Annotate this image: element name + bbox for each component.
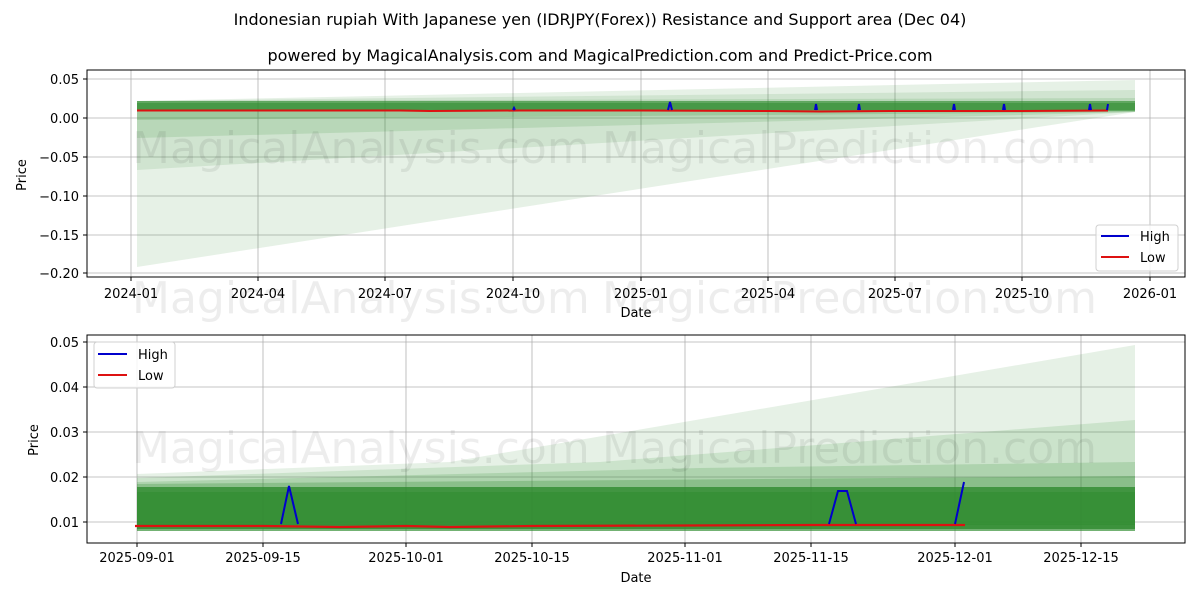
watermark-magicalanalysis: MagicalAnalysis.com <box>132 423 590 474</box>
svg-text:2025-09-01: 2025-09-01 <box>99 551 175 566</box>
svg-text:0.02: 0.02 <box>50 471 79 486</box>
legend-low-label: Low <box>1140 251 1166 266</box>
svg-text:2024-01: 2024-01 <box>104 287 158 302</box>
svg-text:2024-10: 2024-10 <box>486 287 540 302</box>
svg-text:0.01: 0.01 <box>50 516 79 531</box>
svg-text:2025-09-15: 2025-09-15 <box>225 551 301 566</box>
bottom-x-tick-labels: 2025-09-01 2025-09-15 2025-10-01 2025-10… <box>99 551 1119 566</box>
top-low-line <box>137 109 1109 113</box>
svg-text:−0.20: −0.20 <box>39 267 79 282</box>
top-legend: High Low <box>1095 224 1179 272</box>
chart-title: Indonesian rupiah With Japanese yen (IDR… <box>233 10 967 29</box>
watermark-magicalanalysis: MagicalAnalysis.com <box>132 123 590 174</box>
top-x-axis-label: Date <box>620 306 651 321</box>
bottom-high-line <box>280 485 299 525</box>
bottom-y-tick-labels: 0.05 0.04 0.03 0.02 0.01 <box>50 336 79 531</box>
watermark-magicalprediction: MagicalPrediction.com <box>602 273 1097 324</box>
top-high-line <box>512 105 516 111</box>
legend-low-label: Low <box>138 369 164 384</box>
top-x-tick-labels: 2024-01 2024-04 2024-07 2024-10 2025-01 … <box>104 287 1177 302</box>
svg-text:0.05: 0.05 <box>50 336 79 351</box>
svg-text:0.03: 0.03 <box>50 426 79 441</box>
svg-text:2025-01: 2025-01 <box>614 287 668 302</box>
top-axes-frame <box>86 69 1186 278</box>
svg-text:2025-10: 2025-10 <box>995 287 1049 302</box>
bottom-bands <box>137 345 1135 531</box>
bottom-y-axis-label: Price <box>27 424 42 456</box>
svg-text:2025-04: 2025-04 <box>741 287 795 302</box>
watermark-magicalprediction: MagicalPrediction.com <box>602 123 1097 174</box>
watermarks: MagicalAnalysis.com MagicalPrediction.co… <box>132 123 1097 474</box>
legend-high-label: High <box>138 348 168 363</box>
svg-text:0.00: 0.00 <box>50 112 79 127</box>
svg-text:−0.15: −0.15 <box>39 229 79 244</box>
bottom-axes-frame <box>86 334 1186 544</box>
svg-text:2025-12-15: 2025-12-15 <box>1043 551 1119 566</box>
bottom-low-line <box>135 523 965 529</box>
svg-text:0.05: 0.05 <box>50 73 79 88</box>
top-y-axis-label: Price <box>15 159 30 191</box>
svg-text:2025-10-01: 2025-10-01 <box>368 551 444 566</box>
svg-text:2025-12-01: 2025-12-01 <box>917 551 993 566</box>
watermark-magicalprediction: MagicalPrediction.com <box>602 423 1097 474</box>
watermark-magicalanalysis: MagicalAnalysis.com <box>132 273 590 324</box>
svg-text:−0.10: −0.10 <box>39 190 79 205</box>
legend-high-label: High <box>1140 230 1170 245</box>
svg-text:2025-11-01: 2025-11-01 <box>647 551 723 566</box>
bottom-chart: 0.05 0.04 0.03 0.02 0.01 2025-09-01 2025… <box>27 334 1186 586</box>
svg-text:2026-01: 2026-01 <box>1123 287 1177 302</box>
svg-text:2024-07: 2024-07 <box>358 287 412 302</box>
bottom-legend: High Low <box>93 341 176 389</box>
svg-text:2025-11-15: 2025-11-15 <box>773 551 849 566</box>
chart-subtitle: powered by MagicalAnalysis.com and Magic… <box>267 46 933 65</box>
top-chart: 0.05 0.00 −0.05 −0.10 −0.15 −0.20 2024-0… <box>15 69 1186 321</box>
svg-text:0.04: 0.04 <box>50 381 79 396</box>
svg-text:2025-07: 2025-07 <box>868 287 922 302</box>
top-y-tick-labels: 0.05 0.00 −0.05 −0.10 −0.15 −0.20 <box>39 73 79 282</box>
svg-text:2025-10-15: 2025-10-15 <box>494 551 570 566</box>
bottom-x-axis-label: Date <box>620 571 651 586</box>
svg-text:2024-04: 2024-04 <box>231 287 285 302</box>
svg-text:−0.05: −0.05 <box>39 151 79 166</box>
